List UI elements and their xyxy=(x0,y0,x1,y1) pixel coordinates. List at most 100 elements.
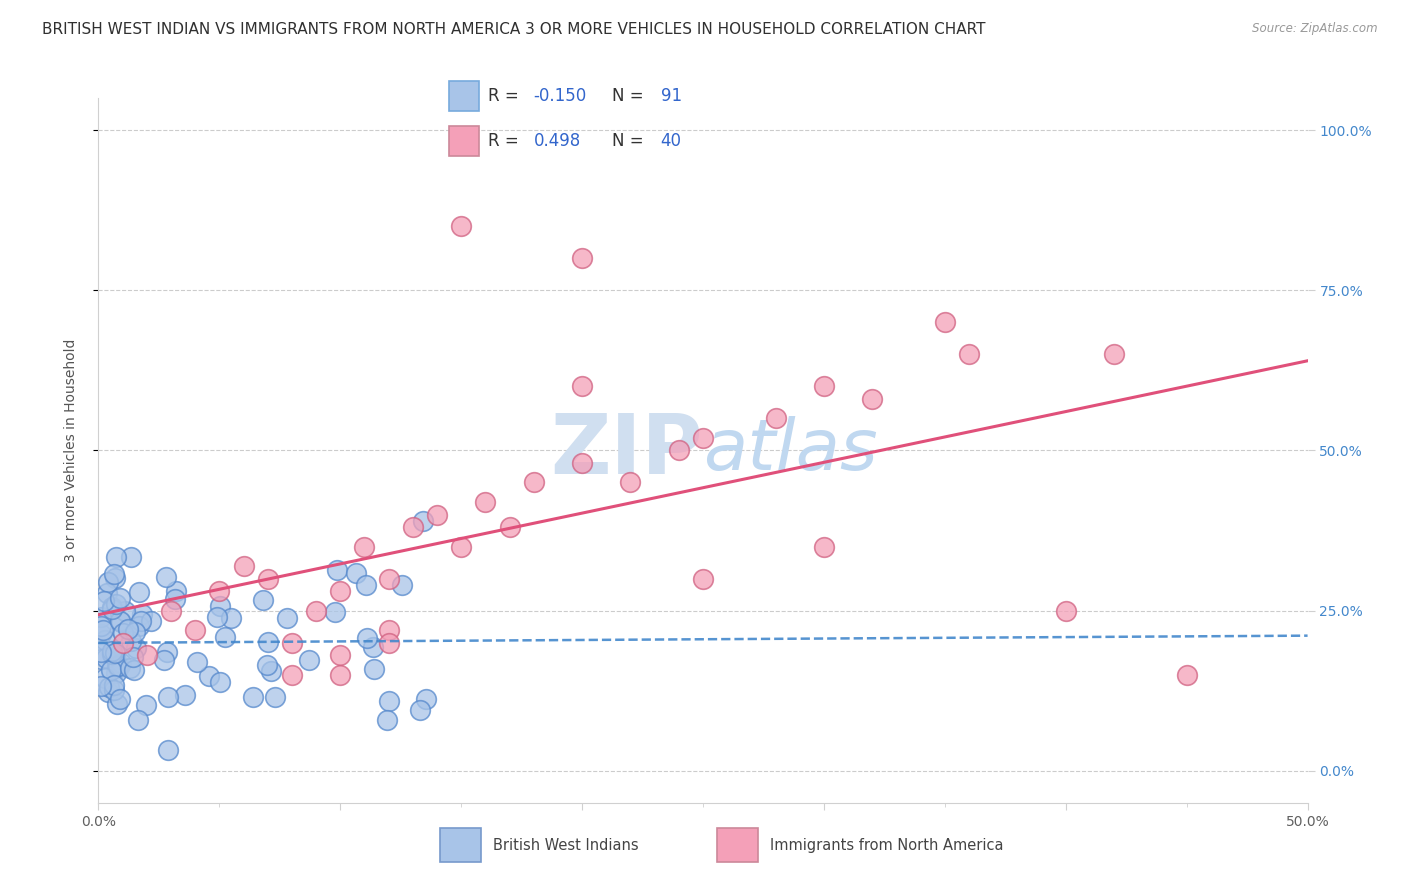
Point xyxy=(108,691,131,706)
Point xyxy=(412,514,434,528)
Point xyxy=(426,508,449,522)
Point xyxy=(100,663,122,677)
Point xyxy=(256,657,278,672)
Point xyxy=(498,520,520,534)
Text: Immigrants from North America: Immigrants from North America xyxy=(770,838,1004,853)
Point xyxy=(122,650,145,665)
Point xyxy=(305,604,328,618)
Point xyxy=(571,252,593,266)
Point xyxy=(135,648,157,663)
Point xyxy=(156,645,179,659)
Point xyxy=(361,640,384,654)
Point xyxy=(103,646,125,660)
Point xyxy=(329,584,352,599)
Point xyxy=(108,591,131,606)
Point xyxy=(97,685,120,699)
Point xyxy=(276,610,298,624)
Point xyxy=(105,658,128,673)
Point xyxy=(110,657,132,671)
Text: R =: R = xyxy=(488,87,524,104)
Point xyxy=(120,549,142,564)
Point xyxy=(118,661,141,675)
Point xyxy=(107,660,129,674)
Point xyxy=(242,690,264,704)
Point xyxy=(105,697,128,711)
Y-axis label: 3 or more Vehicles in Household: 3 or more Vehicles in Household xyxy=(63,339,77,562)
Point xyxy=(157,690,180,705)
Point xyxy=(571,379,593,393)
Bar xyxy=(449,126,479,156)
Point xyxy=(474,494,496,508)
Point xyxy=(692,431,714,445)
Point xyxy=(219,610,242,624)
Point xyxy=(329,667,352,681)
Point xyxy=(90,679,112,693)
Point xyxy=(619,475,641,490)
Point xyxy=(100,601,122,615)
Point xyxy=(208,674,231,689)
Point xyxy=(90,644,112,658)
Point xyxy=(264,690,287,704)
Point xyxy=(110,615,132,630)
Point xyxy=(391,578,413,592)
Text: British West Indians: British West Indians xyxy=(492,838,638,853)
Point xyxy=(101,599,124,614)
Point xyxy=(409,703,432,717)
Point xyxy=(281,667,304,681)
Point xyxy=(127,713,149,727)
Point xyxy=(692,572,714,586)
Point xyxy=(91,624,114,638)
Text: N =: N = xyxy=(612,132,650,150)
Text: Source: ZipAtlas.com: Source: ZipAtlas.com xyxy=(1253,22,1378,36)
Point xyxy=(114,604,136,618)
Point xyxy=(105,550,128,565)
Point xyxy=(257,635,280,649)
Bar xyxy=(449,81,479,111)
Point xyxy=(450,540,472,554)
Point xyxy=(128,584,150,599)
Point xyxy=(129,614,152,628)
Point xyxy=(103,678,125,692)
Point xyxy=(98,680,121,694)
Point xyxy=(1054,604,1077,618)
Point xyxy=(103,567,125,582)
Point xyxy=(153,652,176,666)
Point xyxy=(377,572,399,586)
Point xyxy=(174,689,197,703)
Point xyxy=(108,614,131,628)
Point xyxy=(117,623,139,637)
Point xyxy=(765,411,787,425)
Point xyxy=(450,219,472,234)
Point xyxy=(329,648,352,663)
Point xyxy=(326,563,349,577)
Point xyxy=(198,669,221,683)
Point xyxy=(94,671,117,685)
Point xyxy=(124,663,146,677)
Text: 0.498: 0.498 xyxy=(534,132,581,150)
Point xyxy=(256,572,278,586)
Point xyxy=(205,609,228,624)
Point xyxy=(298,653,321,667)
Point xyxy=(252,593,274,607)
Text: N =: N = xyxy=(612,87,650,104)
Point xyxy=(103,683,125,698)
Point xyxy=(94,651,117,665)
Point xyxy=(155,570,177,584)
Text: 91: 91 xyxy=(661,87,682,104)
Point xyxy=(377,635,399,649)
Point xyxy=(356,631,378,645)
Point xyxy=(157,743,180,757)
Point xyxy=(90,626,112,640)
Point xyxy=(668,443,690,458)
Point xyxy=(813,540,835,554)
Point xyxy=(128,618,150,632)
Point xyxy=(523,475,546,490)
Text: atlas: atlas xyxy=(703,416,877,485)
Point xyxy=(101,648,124,662)
Point xyxy=(120,634,142,648)
Point xyxy=(1175,667,1198,681)
Point xyxy=(571,456,593,470)
Point xyxy=(813,379,835,393)
Point xyxy=(186,655,208,669)
Point xyxy=(344,566,367,581)
